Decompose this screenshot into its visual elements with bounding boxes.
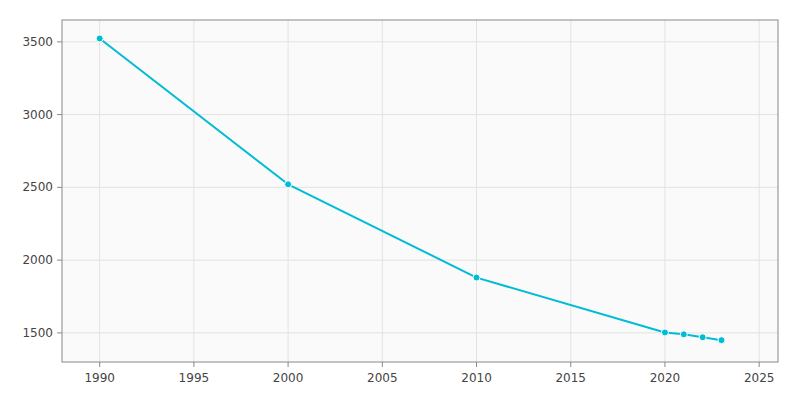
x-grid-line: [476, 20, 477, 362]
y-grid-line: [62, 114, 778, 115]
chart-container: 1990 1995 2000 2005 2010 2015 2020 2025 1500 2000…: [0, 0, 800, 400]
page: {"chart_data": {"type": "line", "x": [19…: [0, 0, 800, 400]
x-tick-label: 2020: [650, 371, 681, 385]
x-tick: [664, 362, 665, 367]
x-tick: [759, 362, 760, 367]
x-tick-label: 2015: [555, 371, 586, 385]
x-tick: [193, 362, 194, 367]
y-tick-label: 2000: [22, 253, 53, 267]
marker: [680, 331, 687, 338]
marker: [96, 35, 103, 42]
x-tick-label: 2010: [461, 371, 492, 385]
y-tick-label: 2500: [22, 180, 53, 194]
marker: [473, 274, 480, 281]
y-grid-line: [62, 260, 778, 261]
x-tick: [99, 362, 100, 367]
axes: 1990 1995 2000 2005 2010 2015 2020 2025 1500 2000…: [22, 20, 778, 385]
x-grid-line: [382, 20, 383, 362]
x-tick-label: 2005: [367, 371, 398, 385]
chart-svg: 1990 1995 2000 2005 2010 2015 2020 2025 1500 2000…: [0, 0, 800, 400]
y-tick: [57, 260, 62, 261]
marker: [699, 334, 706, 341]
y-tick: [57, 114, 62, 115]
x-tick-label: 1995: [179, 371, 210, 385]
x-grid-line: [570, 20, 571, 362]
x-tick-label: 1990: [84, 371, 115, 385]
grid: [62, 20, 778, 362]
x-grid-line: [193, 20, 194, 362]
plot-background: [62, 20, 778, 362]
y-tick-label: 1500: [22, 326, 53, 340]
x-tick-label: 2000: [273, 371, 304, 385]
y-tick: [57, 187, 62, 188]
x-tick: [570, 362, 571, 367]
x-grid-line: [759, 20, 760, 362]
x-grid-line: [99, 20, 100, 362]
marker: [718, 337, 725, 344]
x-grid-line: [288, 20, 289, 362]
line: [100, 38, 722, 340]
y-tick-label: 3500: [22, 35, 53, 49]
marker: [285, 181, 292, 188]
x-tick-label: 2025: [744, 371, 775, 385]
marks: [96, 35, 725, 344]
plot-frame: [62, 20, 778, 362]
y-grid-line: [62, 41, 778, 42]
x-grid-line: [664, 20, 665, 362]
y-tick-label: 3000: [22, 108, 53, 122]
y-tick: [57, 41, 62, 42]
x-tick: [288, 362, 289, 367]
x-tick: [382, 362, 383, 367]
marker: [661, 329, 668, 336]
y-tick: [57, 332, 62, 333]
y-grid-line: [62, 187, 778, 188]
x-tick: [476, 362, 477, 367]
